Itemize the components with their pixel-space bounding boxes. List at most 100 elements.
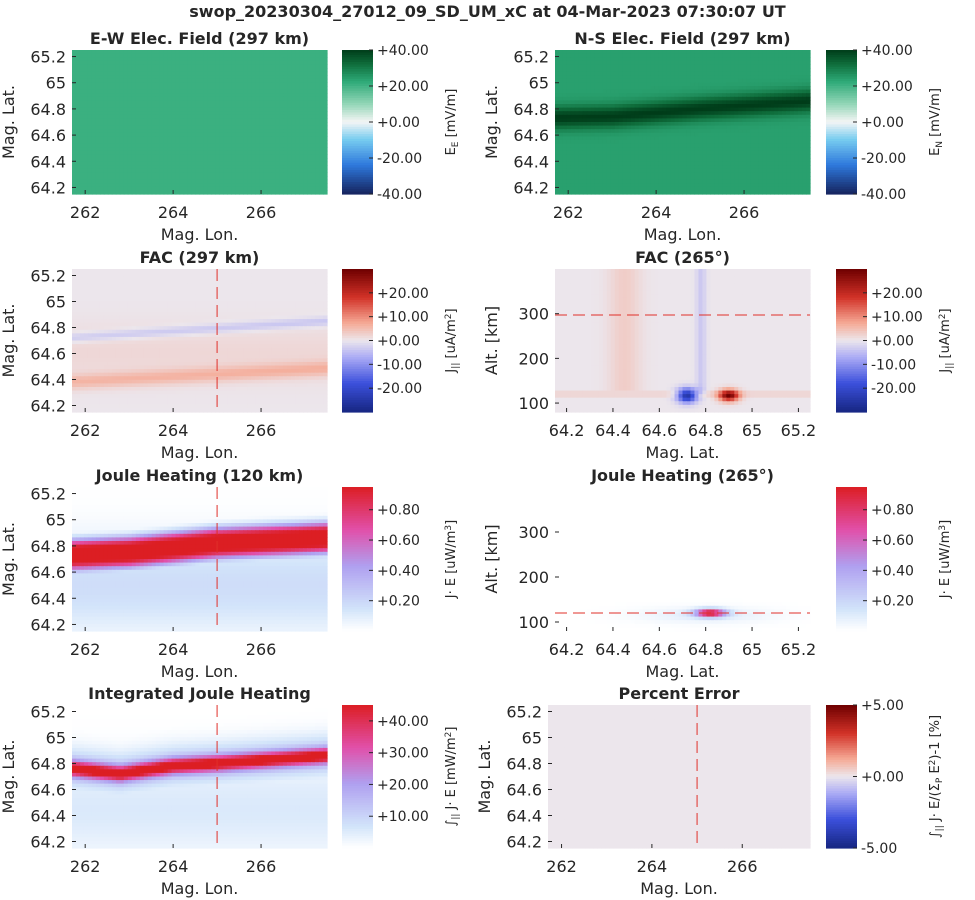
heatmap-cell — [562, 104, 568, 109]
heatmap-cell — [231, 132, 236, 137]
heatmap-cell — [211, 71, 217, 76]
heatmap-cell — [798, 71, 803, 76]
heatmap-cell — [223, 100, 228, 105]
heatmap-cell — [199, 104, 205, 109]
heatmap-cell — [694, 154, 700, 159]
heatmap-cell — [155, 183, 161, 188]
heatmap-cell — [163, 179, 169, 184]
heatmap-cell — [694, 53, 700, 58]
heatmap-cell — [750, 114, 755, 119]
heatmap-cell — [626, 71, 632, 76]
heatmap-cell — [279, 86, 284, 91]
heatmap-cell — [570, 158, 576, 163]
heatmap-cell — [211, 93, 217, 98]
heatmap-cell — [159, 96, 165, 101]
heatmap-cell — [79, 57, 85, 62]
heatmap-cell — [622, 143, 628, 148]
heatmap-cell — [243, 168, 248, 173]
heatmap-cell — [766, 71, 771, 76]
heatmap-cell — [762, 57, 767, 62]
heatmap-cell — [131, 143, 137, 148]
heatmap-cell — [650, 125, 656, 130]
heatmap-cell — [566, 68, 572, 73]
heatmap-cell — [750, 60, 755, 65]
heatmap-cell — [634, 104, 640, 109]
heatmap-cell — [175, 111, 181, 116]
heatmap-cell — [95, 114, 101, 119]
heatmap-cell — [774, 75, 779, 80]
heatmap-cell — [171, 75, 177, 80]
heatmap-cell — [119, 172, 125, 177]
heatmap-cell — [103, 57, 109, 62]
heatmap-cell — [227, 96, 232, 101]
heatmap-cell — [610, 165, 616, 170]
heatmap-cell — [602, 111, 608, 116]
heatmap-cell — [223, 147, 228, 152]
heatmap-cell — [662, 71, 668, 76]
heatmap-cell — [578, 64, 584, 69]
heatmap-cell — [72, 129, 77, 134]
heatmap-cell — [790, 89, 795, 94]
heatmap-cell — [171, 132, 177, 137]
heatmap-cell — [562, 82, 568, 87]
heatmap-cell — [275, 118, 280, 123]
heatmap-cell — [139, 186, 145, 191]
heatmap-cell — [151, 107, 157, 112]
heatmap-cell — [191, 60, 197, 65]
heatmap-cell — [175, 179, 181, 184]
heatmap-cell — [662, 176, 668, 181]
heatmap-cell — [686, 172, 692, 177]
heatmap-cell — [586, 150, 592, 155]
heatmap-cell — [702, 176, 707, 181]
heatmap-cell — [718, 68, 723, 73]
heatmap-cell — [235, 140, 240, 145]
heatmap-cell — [119, 190, 125, 195]
heatmap-cell — [762, 132, 767, 137]
heatmap-cell — [287, 161, 292, 166]
heatmap-cell — [307, 186, 312, 191]
heatmap-cell — [555, 89, 560, 94]
heatmap-cell — [586, 161, 592, 166]
heatmap-cell — [287, 82, 292, 87]
heatmap-cell — [303, 93, 308, 98]
heatmap-cell — [774, 172, 779, 177]
heatmap-cell — [642, 161, 648, 166]
heatmap-cell — [630, 50, 636, 55]
heatmap-cell — [702, 143, 707, 148]
heatmap-cell — [179, 60, 185, 65]
heatmap-cell — [259, 93, 264, 98]
heatmap-cell — [555, 75, 560, 80]
heatmap-cell — [99, 172, 105, 177]
heatmap-cell — [786, 125, 791, 130]
heatmap-cell — [670, 82, 676, 87]
heatmap-cell — [99, 68, 105, 73]
heatmap-cell — [247, 107, 252, 112]
heatmap-cell — [666, 118, 672, 123]
heatmap-cell — [722, 53, 727, 58]
heatmap-cell — [674, 125, 680, 130]
heatmap-cell — [111, 104, 117, 109]
colorbar-tick-label: +20.00 — [377, 79, 429, 95]
heatmap-cell — [714, 93, 719, 98]
heatmap-cell — [207, 82, 213, 87]
heatmap-cell — [263, 168, 268, 173]
heatmap-cell — [754, 165, 759, 170]
heatmap-cell — [307, 75, 312, 80]
heatmap-cell — [778, 71, 783, 76]
heatmap-cell — [574, 176, 580, 181]
heatmap-cell — [786, 68, 791, 73]
heatmap-cell — [143, 176, 149, 181]
heatmap-cell — [706, 176, 711, 181]
heatmap-cell — [766, 86, 771, 91]
heatmap-cell — [726, 114, 731, 119]
heatmap-cell — [702, 75, 707, 80]
y-tick-label: 64.8 — [30, 100, 66, 119]
heatmap-cell — [151, 176, 157, 181]
heatmap-cell — [642, 136, 648, 141]
heatmap-cell — [662, 172, 668, 177]
heatmap-cell — [311, 50, 316, 55]
heatmap-cell — [674, 93, 680, 98]
heatmap-cell — [259, 111, 264, 116]
heatmap-cell — [758, 107, 763, 112]
heatmap-cell — [195, 118, 201, 123]
